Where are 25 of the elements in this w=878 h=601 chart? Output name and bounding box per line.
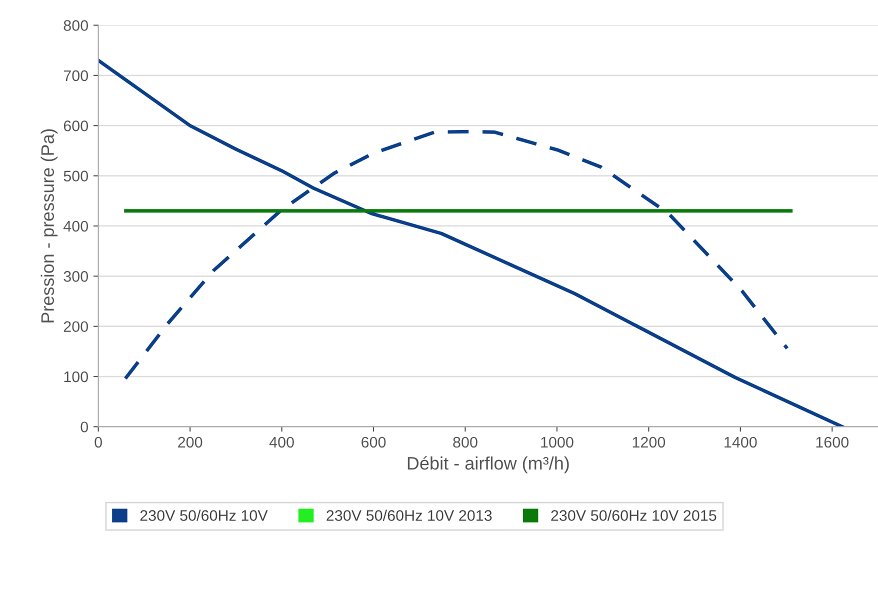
y-tick-label: 0 (80, 422, 88, 432)
x-tick-label: 800 (453, 436, 478, 448)
y-tick-label: 500 (64, 170, 88, 182)
x-tick-label: 600 (362, 436, 386, 448)
x-tick-label: 1200 (632, 436, 666, 448)
x-tick-label: 1400 (724, 436, 757, 448)
x-tick-label: 1000 (541, 436, 574, 448)
x-tick-label: 200 (178, 436, 202, 448)
y-tick-label: 600 (64, 120, 88, 132)
y-tick-label: 700 (64, 70, 88, 82)
y-tick-label: 800 (64, 20, 88, 31)
x-tick-label: 0 (94, 436, 102, 448)
x-tick-label: 400 (269, 436, 294, 448)
line-series (98, 58, 844, 427)
y-tick-label: 300 (64, 271, 88, 282)
legend-label: 230V 50/60Hz 10V 2013 (326, 510, 492, 521)
x-axis-title: Débit - airflow (m³/h) (408, 456, 569, 474)
legend-label: 230V 50/60Hz 10V (140, 510, 268, 521)
legend-label: 230V 50/60Hz 10V 2015 (551, 510, 716, 521)
y-tick-label: 400 (63, 220, 88, 232)
x-tick-label: 1600 (816, 436, 849, 448)
y-tick-label: 200 (64, 321, 88, 332)
y-tick-label: 100 (64, 371, 88, 382)
line-series (124, 130, 789, 380)
y-axis-title: Pression - pressure (Pa) (40, 129, 58, 322)
